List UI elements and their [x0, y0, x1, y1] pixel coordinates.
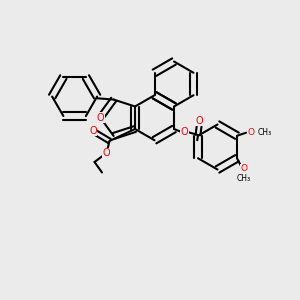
Text: CH₃: CH₃	[257, 128, 272, 137]
Text: O: O	[103, 148, 110, 158]
Text: O: O	[181, 127, 188, 137]
Text: O: O	[97, 113, 104, 123]
Text: O: O	[248, 128, 255, 137]
Text: CH₃: CH₃	[237, 174, 251, 183]
Text: O: O	[196, 116, 203, 126]
Text: O: O	[89, 125, 97, 136]
Text: O: O	[240, 164, 247, 173]
